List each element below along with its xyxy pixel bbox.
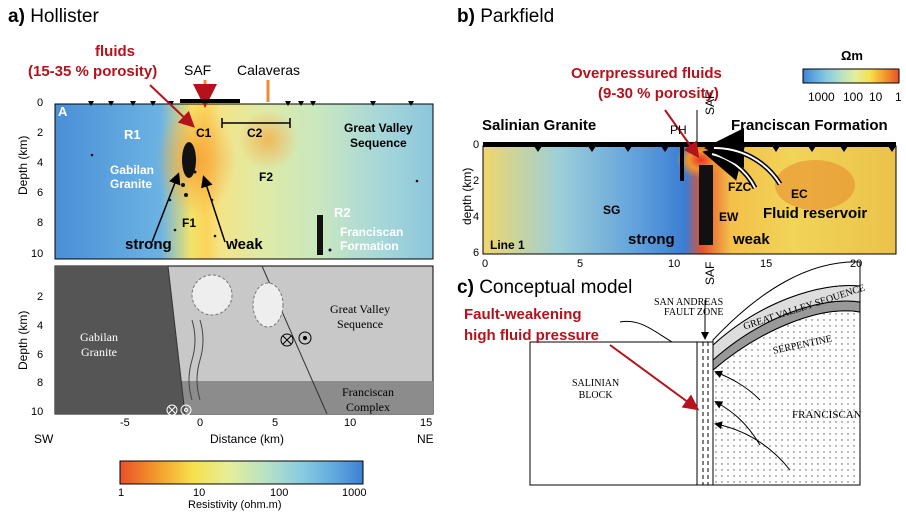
r1-label: R1 xyxy=(124,127,141,142)
great-valley-label: Great Valley Sequence xyxy=(344,121,413,150)
gabilan-label: Gabilan Granite xyxy=(110,163,155,191)
franciscan-formation-label: Franciscan Formation xyxy=(340,225,404,253)
franciscan-c-label: FRANCISCAN xyxy=(792,409,862,421)
parkfield-stations xyxy=(534,146,896,152)
lower-great-valley-label: Great Valley Sequence xyxy=(330,302,391,331)
weak-label: weak xyxy=(226,236,263,253)
saf-bottom-label: SAF xyxy=(703,261,717,285)
franciscan-formation-b-label: Franciscan Formation xyxy=(731,117,888,134)
ew-label: EW xyxy=(719,210,739,224)
panel-a-porosity-label: (15-35 % porosity) xyxy=(28,63,158,80)
fault-zone-label: FAULT ZONE xyxy=(664,307,724,318)
conceptual-sketch xyxy=(529,261,861,486)
c1-label: C1 xyxy=(196,126,212,140)
lower-gabilan-label: Gabilan Granite xyxy=(80,330,118,359)
fzc-label: FZC xyxy=(728,180,752,194)
panel-a-title: a) Hollister xyxy=(8,6,99,27)
high-fluid-pressure-label: high fluid pressure xyxy=(464,327,600,344)
line-label: Line 1 xyxy=(490,238,525,252)
distance-xlabel: Distance (km) xyxy=(210,432,285,446)
lower-franciscan-label: Franciscan Complex xyxy=(342,385,394,414)
ec-label: EC xyxy=(791,187,808,201)
station-markers xyxy=(88,99,414,106)
slip-symbols xyxy=(166,331,312,416)
lower-ylabel: Depth (km) xyxy=(16,310,30,370)
ne-label: NE xyxy=(417,432,434,446)
saf-label: SAF xyxy=(184,62,212,78)
ohm-unit-label: Ωm xyxy=(841,48,863,63)
panel-a-ylabel: Depth (km) xyxy=(16,135,30,195)
parkfield-seismicity xyxy=(699,165,713,245)
panel-b-title: b) Parkfield xyxy=(457,6,555,27)
ph-label: PH xyxy=(670,123,687,137)
colorbar-label: Resistivity (ohm.m) xyxy=(188,499,282,511)
sw-label: SW xyxy=(34,432,54,446)
fluid-reservoir-label: Fluid reservoir xyxy=(763,205,868,222)
c2-label: C2 xyxy=(247,126,263,140)
saf-top-label: SAF xyxy=(703,91,717,115)
san-andreas-label: SAN ANDREAS xyxy=(654,297,724,308)
calaveras-label: Calaveras xyxy=(237,62,301,78)
f2-label: F2 xyxy=(259,170,274,184)
panel-b-ylabel: depth (km) xyxy=(460,167,474,225)
seismicity-a xyxy=(90,142,419,255)
sg-label: SG xyxy=(603,203,621,217)
salinian-granite-label: Salinian Granite xyxy=(482,117,597,134)
strong-b-label: strong xyxy=(628,231,675,248)
weak-b-label: weak xyxy=(733,231,770,248)
fault-weakening-label: Fault-weakening xyxy=(464,306,582,323)
strong-label: strong xyxy=(125,236,172,253)
salinian-block-label: SALINIAN BLOCK xyxy=(572,378,620,401)
panel-inner-letter: A xyxy=(58,104,68,119)
panel-a-fluids-label: fluids xyxy=(95,43,135,60)
panel-b-fluids-label: Overpressured fluids xyxy=(571,65,722,82)
f1-label: F1 xyxy=(182,216,197,230)
panel-c-title: c) Conceptual model xyxy=(457,277,633,298)
r2-label: R2 xyxy=(334,205,351,220)
panel-b-porosity-label: (9-30 % porosity) xyxy=(598,85,719,102)
